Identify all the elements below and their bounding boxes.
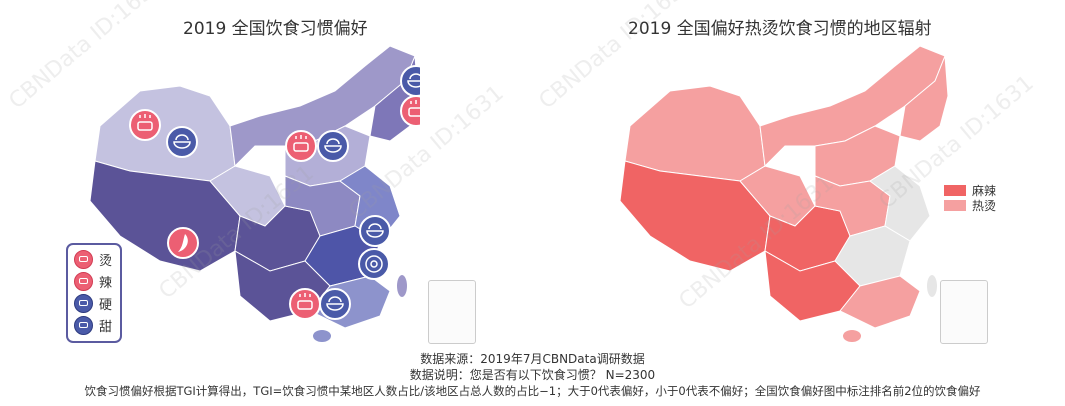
legend-swatch [944,185,966,196]
right-legend-item-hot: 热烫 [944,197,996,214]
left-map-title: 2019 全国饮食习惯偏好 [183,19,368,39]
legend-label: 烫 [99,253,113,269]
china-hot-food-radiation-map [619,45,949,342]
hot-pot-icon [129,109,161,141]
left-legend: 烫 辣 硬 甜 [66,243,122,343]
legend-label: 甜 [99,319,113,335]
hot-pot-icon [400,95,420,127]
region-taiwan [927,275,937,297]
footer-tgi-note: 饮食习惯偏好根据TGI计算得出，TGI=饮食习惯中某地区人数占比/该地区占总人数… [84,384,981,398]
pot-icon [74,293,93,313]
hot-pot-icon [74,249,93,269]
pot-icon [359,215,391,247]
footer-note: 数据说明：您是否有以下饮食习惯？ N=2300 [409,368,656,382]
legend-item-hot: 烫 [74,249,112,269]
right-map-title: 2019 全国偏好热烫饮食习惯的地区辐射 [628,19,932,39]
donut-icon [358,248,390,280]
legend-item-sweet: 甜 [74,315,112,335]
pot-icon [319,288,351,320]
legend-item-spicy: 辣 [74,271,112,291]
legend-swatch [944,200,966,211]
south-china-sea-inset [428,280,476,344]
legend-label: 辣 [99,275,113,291]
legend-label: 麻辣 [972,184,997,198]
pot-icon [317,130,349,162]
region-guangdong [839,275,921,329]
donut-icon [74,315,93,335]
region-hainan [843,330,861,342]
pot-icon [166,126,198,158]
legend-label: 硬 [99,297,113,313]
region-east [869,165,931,242]
hot-pot-icon [285,130,317,162]
china-preference-map [89,45,420,342]
legend-label: 热烫 [972,199,997,213]
south-china-sea-inset [940,280,988,344]
footer-source: 数据来源：2019年7月CBNData调研数据 [420,352,645,366]
region-northeast [899,55,949,142]
right-legend-item-spicy: 麻辣 [944,182,996,199]
region-hainan [313,330,331,342]
hot-pot-icon [289,288,321,320]
chili-icon [167,227,199,259]
legend-item-hard: 硬 [74,293,112,313]
region-taiwan [397,275,407,297]
chili-icon [74,271,93,291]
